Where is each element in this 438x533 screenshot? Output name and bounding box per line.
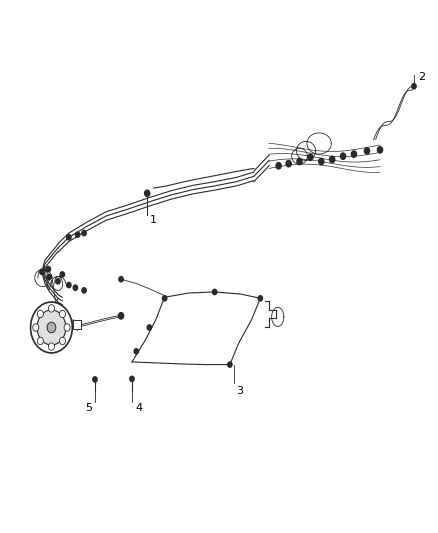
Text: 4: 4 (135, 403, 142, 413)
Circle shape (48, 343, 54, 350)
Circle shape (145, 190, 150, 197)
Circle shape (37, 310, 43, 318)
Circle shape (329, 156, 335, 163)
Circle shape (228, 362, 232, 367)
Circle shape (93, 377, 97, 382)
Bar (73, 320, 81, 328)
Circle shape (67, 235, 71, 240)
Circle shape (162, 296, 167, 301)
Circle shape (60, 337, 66, 345)
Text: 5: 5 (85, 403, 92, 413)
Circle shape (56, 279, 60, 284)
Circle shape (319, 158, 324, 165)
Circle shape (75, 232, 80, 237)
Circle shape (48, 305, 54, 312)
Circle shape (82, 288, 86, 293)
Circle shape (308, 154, 313, 160)
Circle shape (46, 266, 50, 272)
Circle shape (47, 274, 51, 280)
Circle shape (297, 158, 302, 165)
Circle shape (351, 151, 357, 157)
Circle shape (412, 84, 416, 89)
Circle shape (286, 160, 291, 167)
Circle shape (147, 325, 152, 330)
Circle shape (37, 310, 66, 345)
Circle shape (119, 277, 123, 282)
Circle shape (340, 153, 346, 159)
Text: 1: 1 (150, 215, 157, 225)
Circle shape (276, 163, 281, 169)
Circle shape (73, 285, 78, 290)
Circle shape (33, 324, 39, 331)
Circle shape (82, 230, 86, 236)
Text: 3: 3 (237, 386, 244, 396)
Circle shape (130, 376, 134, 382)
Circle shape (37, 337, 43, 345)
Text: 2: 2 (418, 71, 425, 82)
Circle shape (67, 282, 71, 288)
Circle shape (31, 302, 72, 353)
Circle shape (60, 310, 66, 318)
Circle shape (40, 269, 44, 274)
Circle shape (134, 349, 138, 354)
Circle shape (212, 289, 217, 295)
Circle shape (364, 148, 370, 154)
Circle shape (258, 296, 262, 301)
Circle shape (60, 272, 64, 277)
Circle shape (378, 147, 383, 153)
Circle shape (64, 324, 70, 331)
Circle shape (118, 313, 124, 319)
Circle shape (47, 322, 56, 333)
